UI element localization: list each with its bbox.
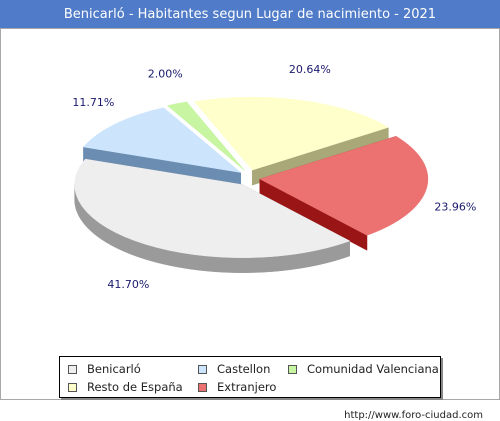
data-label-castellon: 11.71% [72,96,114,109]
pie-slice-comunidad-valenciana [166,101,245,171]
pie-slice-benicarlo [74,158,351,273]
plot-area: 41.70% 11.71% 2.00% 20.64% 23.96% Benicarló … [0,28,500,421]
legend-item-benicarlo: Benicarló [68,362,141,376]
data-label-resto-de-espana: 20.64% [289,63,331,76]
legend-swatch-benicarlo [68,364,77,374]
legend-swatch-castellon [198,364,207,374]
chart-title: Benicarló - Habitantes segun Lugar de na… [0,0,500,28]
legend: Benicarló Castellon Comunidad Valenciana… [59,356,441,398]
legend-label-resto-de-espana: Resto de España [87,380,183,394]
slice-top-comunidad-valenciana [166,101,245,171]
legend-swatch-resto-de-espana [68,382,77,392]
legend-swatch-comunidad-valenciana [288,364,297,374]
legend-item-resto-de-espana: Resto de España [68,380,183,394]
pie-slice-extranjero [259,135,429,251]
legend-swatch-extranjero [198,382,207,392]
slice-top-castellon [82,107,242,173]
data-label-comunidad-valenciana: 2.00% [148,68,183,81]
legend-label-extranjero: Extranjero [217,380,277,394]
data-label-benicarlo: 41.70% [107,278,149,291]
slice-top-extranjero [259,136,429,236]
source-link[interactable]: http://www.foro-ciudad.com [344,410,483,421]
slice-top-resto-de-espana [193,96,389,171]
legend-item-comunidad-valenciana: Comunidad Valenciana [288,362,439,376]
legend-item-extranjero: Extranjero [198,380,276,394]
pie-chart: 41.70% 11.71% 2.00% 20.64% 23.96% [72,63,476,291]
data-label-extranjero: 23.96% [434,200,476,213]
legend-label-comunidad-valenciana: Comunidad Valenciana [307,362,439,376]
legend-label-castellon: Castellon [217,362,271,376]
legend-label-benicarlo: Benicarló [87,362,141,376]
legend-item-castellon: Castellon [198,362,270,376]
slice-top-benicarlo [74,158,351,258]
